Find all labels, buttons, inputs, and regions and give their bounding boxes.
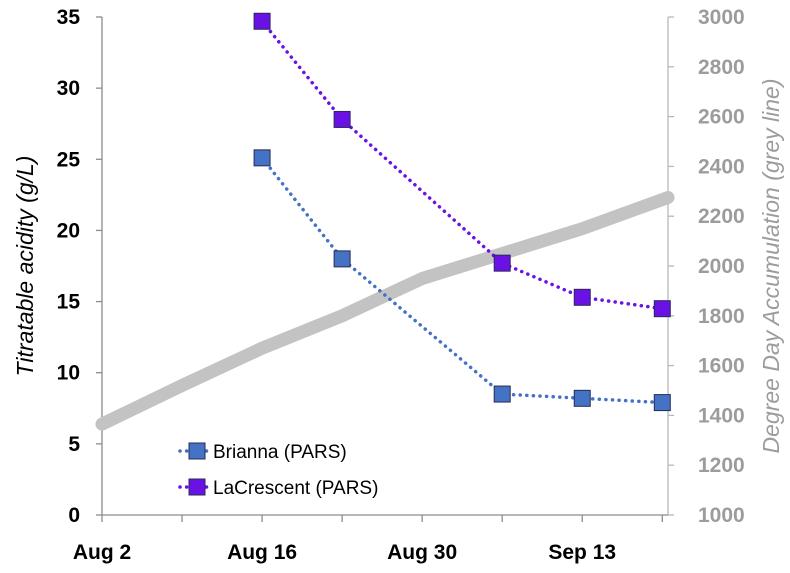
y-axis-title-right: Degree Day Accumulation (grey line) — [758, 79, 784, 454]
lacrescent-point — [573, 288, 591, 306]
y-tick-label-right: 2200 — [698, 205, 745, 228]
y-tick-label-right: 1200 — [698, 454, 745, 477]
y-tick-label-left: 20 — [57, 219, 80, 242]
y-axis-title-left: Titratable acidity (g/L) — [12, 156, 38, 377]
y-tick-label-left: 25 — [57, 148, 81, 171]
brianna-line — [260, 156, 665, 405]
brianna-point — [493, 385, 511, 403]
lacrescent-point — [653, 300, 671, 318]
legend-lacrescent-marker — [188, 478, 206, 496]
y-tick-label-left: 15 — [57, 291, 81, 314]
legend: Brianna (PARS) LaCrescent (PARS) — [178, 442, 378, 499]
y-tick-label-left: 0 — [68, 504, 80, 527]
brianna-point — [573, 389, 591, 407]
y-tick-label-left: 5 — [68, 433, 80, 456]
y-tick-label-right: 2600 — [698, 106, 745, 129]
y-tick-label-right: 3000 — [698, 6, 745, 29]
legend-brianna-marker — [188, 442, 206, 460]
x-tick-label: Sep 13 — [548, 541, 616, 564]
y-tick-label-right: 2000 — [698, 255, 745, 278]
tick-labels: 0 5 10 15 20 25 30 35 1000 1200 1400 1600 1800 2000 22… — [57, 6, 745, 564]
acidity-series — [253, 12, 671, 412]
y-tick-label-right: 1000 — [698, 504, 745, 527]
legend-lacrescent-label: LaCrescent (PARS) — [213, 478, 378, 499]
brianna-point — [653, 394, 671, 412]
x-tick-label: Aug 2 — [73, 541, 131, 564]
y-tick-label-right: 1600 — [698, 355, 745, 378]
legend-brianna-label: Brianna (PARS) — [213, 442, 347, 463]
y-tick-label-left: 10 — [57, 362, 80, 385]
y-tick-label-right: 2400 — [698, 155, 745, 178]
brianna-point — [333, 250, 351, 268]
brianna-point — [253, 149, 271, 167]
axes — [96, 16, 674, 522]
lacrescent-point — [333, 110, 351, 128]
y-tick-label-right: 2800 — [698, 56, 745, 79]
degree-day-line — [95, 191, 675, 431]
y-tick-label-left: 35 — [57, 6, 81, 29]
degree-day-series — [95, 191, 675, 431]
x-tick-label: Aug 30 — [387, 541, 457, 564]
y-tick-label-right: 1800 — [698, 305, 745, 328]
lacrescent-point — [493, 254, 511, 272]
y-tick-label-right: 1400 — [698, 404, 745, 427]
lacrescent-point — [253, 12, 271, 30]
x-tick-label: Aug 16 — [227, 541, 297, 564]
y-tick-label-left: 30 — [57, 77, 80, 100]
